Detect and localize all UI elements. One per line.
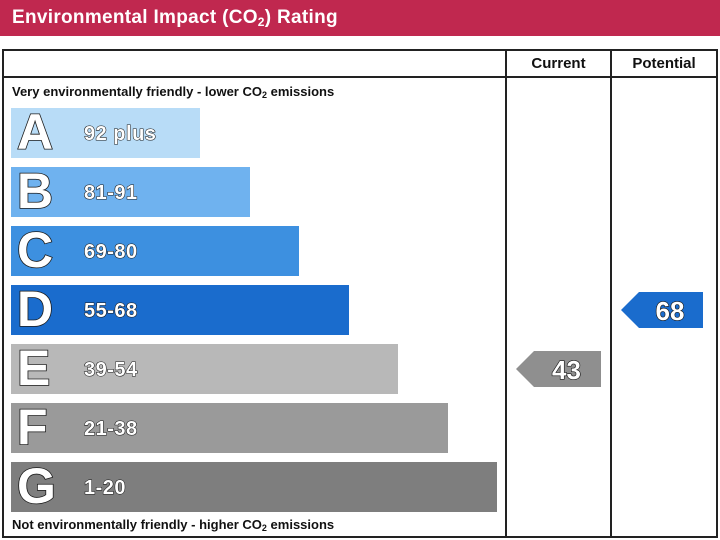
- rating-band-letter: D: [16, 280, 54, 338]
- rating-band-range: 92 plus: [83, 122, 157, 145]
- potential-rating-arrow: 68: [621, 292, 703, 328]
- rating-band-b: B 81-91: [11, 162, 250, 220]
- potential-rating-value: 68: [655, 295, 685, 326]
- rating-band-letter: A: [16, 103, 54, 161]
- top-caption-prefix: Very environmentally friendly - lower CO: [12, 84, 262, 99]
- rating-table-frame: [2, 49, 718, 538]
- bottom-caption-suffix: emissions: [266, 517, 335, 532]
- rating-band-d: D 55-68: [11, 280, 349, 338]
- rating-band-range: 69-80: [83, 240, 138, 263]
- chart-title: Environmental Impact (CO2) Rating: [0, 0, 720, 36]
- current-column-header: Current: [531, 55, 586, 72]
- rating-band-f: F 21-38: [11, 398, 448, 456]
- top-caption-suffix: emissions: [266, 84, 335, 99]
- rating-band-letter: B: [16, 162, 54, 220]
- header-row-divider: [2, 76, 718, 78]
- rating-band-range: 81-91: [83, 181, 138, 204]
- current-rating-value: 43: [551, 354, 581, 385]
- rating-band-letter: G: [16, 457, 57, 515]
- rating-band-range: 21-38: [83, 417, 138, 440]
- column-divider-potential: [610, 49, 612, 538]
- rating-band-letter: F: [16, 398, 48, 456]
- rating-band-letter: C: [16, 221, 54, 279]
- title-prefix: Environmental Impact (CO: [12, 7, 258, 28]
- rating-band-letter: E: [16, 339, 51, 397]
- rating-band-range: 39-54: [83, 358, 138, 381]
- bottom-caption: Not environmentally friendly - higher CO…: [12, 517, 334, 533]
- rating-band-range: 1-20: [83, 476, 127, 499]
- bottom-caption-subscript: 2: [261, 523, 267, 533]
- title-suffix: ) Rating: [264, 7, 338, 28]
- bottom-caption-prefix: Not environmentally friendly - higher CO: [12, 517, 262, 532]
- rating-band-range: 55-68: [83, 299, 138, 322]
- rating-band-e: E 39-54: [11, 339, 398, 397]
- title-subscript: 2: [257, 15, 265, 29]
- column-divider-current: [505, 49, 507, 538]
- potential-column-header: Potential: [632, 55, 696, 72]
- top-caption-subscript: 2: [261, 90, 267, 100]
- current-rating-arrow: 43: [516, 351, 601, 387]
- rating-band-c: C 69-80: [11, 221, 299, 279]
- rating-band-a: A 92 plus: [11, 103, 200, 161]
- top-caption: Very environmentally friendly - lower CO…: [12, 84, 334, 100]
- rating-band-g: G 1-20: [11, 457, 497, 515]
